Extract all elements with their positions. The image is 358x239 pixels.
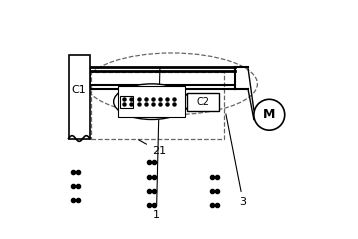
FancyBboxPatch shape (118, 86, 185, 117)
Text: 21: 21 (139, 140, 166, 156)
Text: 3: 3 (226, 114, 247, 207)
FancyBboxPatch shape (68, 55, 90, 139)
Ellipse shape (113, 84, 190, 120)
FancyBboxPatch shape (120, 96, 133, 108)
Text: M: M (263, 108, 275, 121)
FancyBboxPatch shape (187, 93, 219, 111)
Text: 1: 1 (153, 68, 160, 220)
Text: C2: C2 (197, 97, 210, 107)
Text: C1: C1 (72, 85, 87, 95)
Circle shape (254, 99, 285, 130)
